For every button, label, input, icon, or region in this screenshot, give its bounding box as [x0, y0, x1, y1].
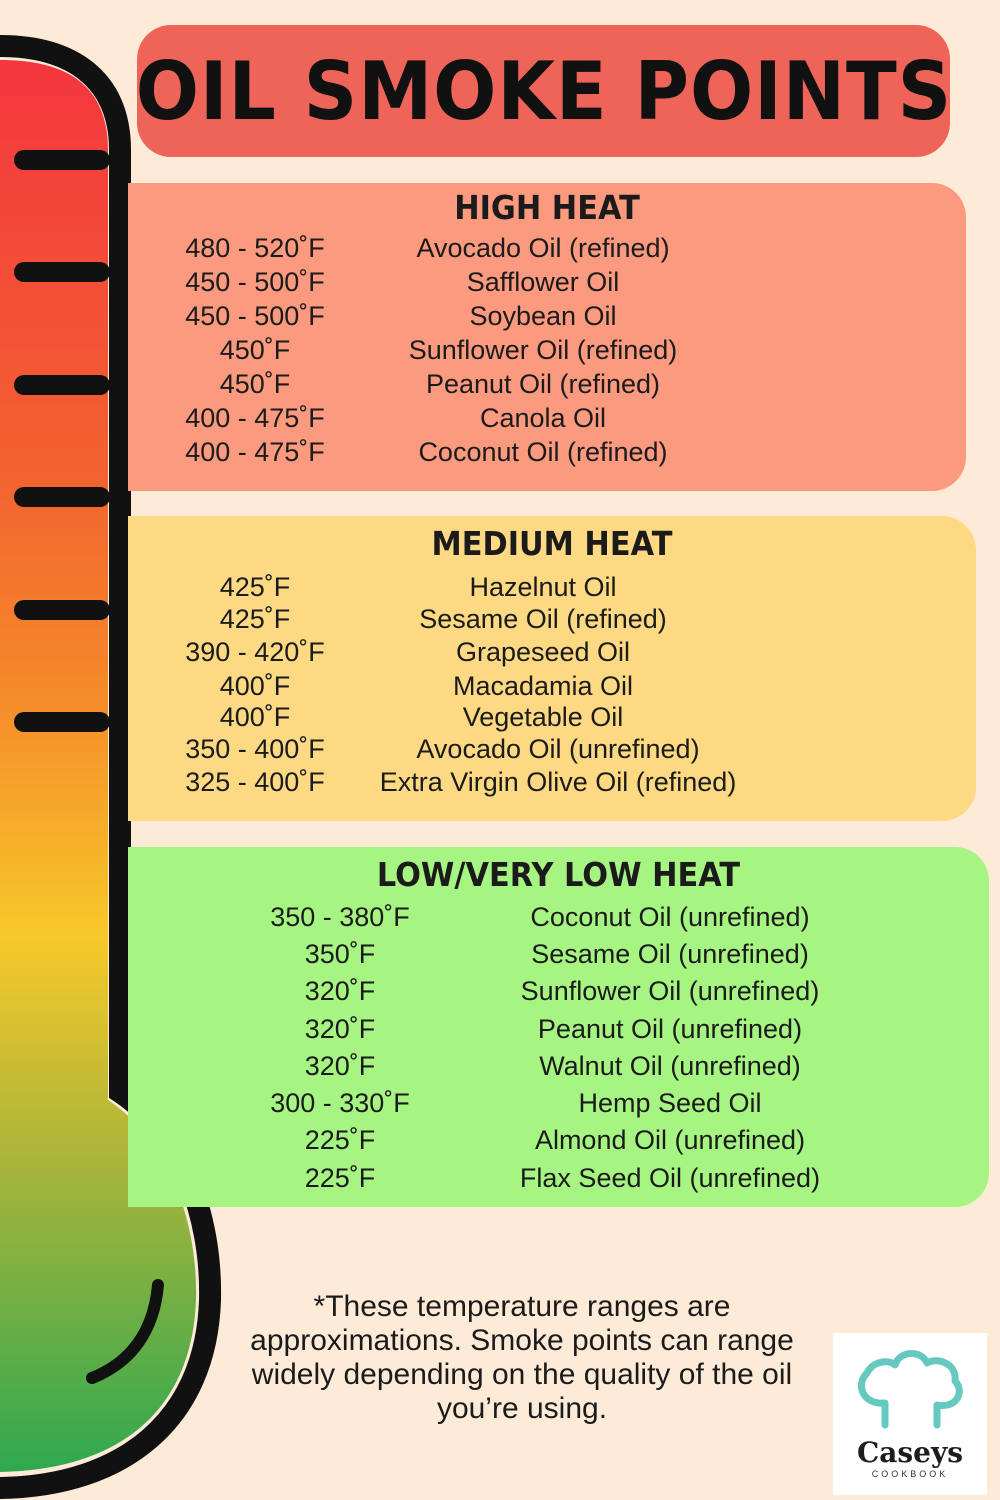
thermometer-ticks [14, 150, 110, 732]
list-item: 400˚F Vegetable Oil [128, 702, 976, 738]
list-item: 350 - 400˚F Avocado Oil (unrefined) [128, 734, 976, 770]
temp-value: 320˚F [304, 1051, 376, 1081]
list-item: 225˚F Almond Oil (unrefined) [128, 1125, 989, 1161]
temp-value: 450 - 500˚F [185, 267, 325, 297]
temp-value: 225˚F [304, 1163, 376, 1193]
temp-value: 225˚F [304, 1125, 376, 1155]
oil-name: Extra Virgin Olive Oil (refined) [379, 767, 737, 797]
oil-name: Vegetable Oil [462, 702, 624, 732]
oil-name: Flax Seed Oil (unrefined) [519, 1163, 821, 1193]
temp-value: 320˚F [304, 976, 376, 1006]
chef-hat-icon [858, 1350, 963, 1429]
temp-value: 350 - 380˚F [270, 902, 410, 932]
oil-name: Safflower Oil [466, 267, 620, 297]
list-item: 450 - 500˚F Soybean Oil [128, 301, 966, 337]
oil-name: Hemp Seed Oil [578, 1088, 762, 1118]
temp-value: 400˚F [219, 671, 291, 701]
section-high-heat: HIGH HEAT 480 - 520˚F Avocado Oil (refine… [128, 183, 966, 491]
logo-subtitle: COOKBOOK [871, 1469, 949, 1479]
title-banner: OIL SMOKE POINTS [135, 25, 952, 157]
oil-name: Soybean Oil [469, 301, 617, 331]
footnote: *These temperature ranges are approximat… [250, 1290, 794, 1425]
oil-name: Sesame Oil (unrefined) [531, 939, 809, 969]
list-item: 350˚F Sesame Oil (unrefined) [128, 939, 989, 975]
thermometer-highlight [86, 1279, 164, 1384]
section-low-heat: LOW/VERY LOW HEAT 350 - 380˚F Coconut Oil… [128, 847, 989, 1207]
temp-value: 320˚F [304, 1014, 376, 1044]
list-item: 325 - 400˚F Extra Virgin Olive Oil (refin… [128, 767, 976, 803]
temp-value: 400˚F [219, 702, 291, 732]
temp-value: 390 - 420˚F [185, 637, 325, 667]
list-item: 320˚F Peanut Oil (unrefined) [128, 1014, 989, 1050]
section-heading: HIGH HEAT [454, 188, 640, 227]
list-item: 225˚F Flax Seed Oil (unrefined) [128, 1163, 989, 1199]
brand-logo: Caseys COOKBOOK [833, 1333, 987, 1495]
oil-name: Grapeseed Oil [455, 637, 631, 667]
list-item: 400 - 475˚F Canola Oil [128, 403, 966, 439]
oil-name: Macadamia Oil [452, 671, 634, 701]
list-item: 425˚F Hazelnut Oil [128, 572, 976, 608]
oil-name: Sesame Oil (refined) [419, 604, 667, 634]
oil-name: Peanut Oil (refined) [425, 369, 661, 399]
temp-value: 450 - 500˚F [185, 301, 325, 331]
oil-name: Canola Oil [479, 403, 607, 433]
section-heading: LOW/VERY LOW HEAT [376, 855, 741, 894]
temp-value: 300 - 330˚F [270, 1088, 410, 1118]
list-item: 450˚F Peanut Oil (refined) [128, 369, 966, 405]
oil-name: Avocado Oil (refined) [416, 233, 670, 263]
temp-value: 350˚F [304, 939, 376, 969]
oil-name: Hazelnut Oil [469, 572, 617, 602]
temp-value: 450˚F [219, 335, 291, 365]
temp-value: 425˚F [219, 604, 291, 634]
temp-value: 480 - 520˚F [185, 233, 325, 263]
oil-name: Almond Oil (unrefined) [534, 1125, 806, 1155]
list-item: 300 - 330˚F Hemp Seed Oil [128, 1088, 989, 1124]
list-item: 390 - 420˚F Grapeseed Oil [128, 637, 976, 673]
list-item: 400˚F Macadamia Oil [128, 671, 976, 707]
oil-name: Coconut Oil (refined) [418, 437, 668, 467]
temp-value: 350 - 400˚F [185, 734, 325, 764]
logo-name: Caseys [856, 1436, 964, 1469]
oil-name: Walnut Oil (unrefined) [539, 1051, 801, 1081]
temp-value: 325 - 400˚F [185, 767, 325, 797]
page-title: OIL SMOKE POINTS [135, 44, 952, 138]
list-item: 480 - 520˚F Avocado Oil (refined) [128, 233, 966, 269]
list-item: 425˚F Sesame Oil (refined) [128, 604, 976, 640]
temp-value: 450˚F [219, 369, 291, 399]
list-item: 320˚F Walnut Oil (unrefined) [128, 1051, 989, 1087]
thermometer-fill [0, 60, 197, 1472]
temp-value: 400 - 475˚F [185, 437, 325, 467]
list-item: 450 - 500˚F Safflower Oil [128, 267, 966, 303]
oil-name: Coconut Oil (unrefined) [530, 902, 810, 932]
temp-value: 400 - 475˚F [185, 403, 325, 433]
list-item: 400 - 475˚F Coconut Oil (refined) [128, 437, 966, 473]
oil-name: Sunflower Oil (unrefined) [520, 976, 820, 1006]
temp-value: 425˚F [219, 572, 291, 602]
oil-name: Sunflower Oil (refined) [408, 335, 678, 365]
oil-name: Peanut Oil (unrefined) [537, 1014, 803, 1044]
list-item: 320˚F Sunflower Oil (unrefined) [128, 976, 989, 1012]
section-heading: MEDIUM HEAT [431, 524, 673, 563]
list-item: 350 - 380˚F Coconut Oil (unrefined) [128, 902, 989, 938]
list-item: 450˚F Sunflower Oil (refined) [128, 335, 966, 371]
oil-name: Avocado Oil (unrefined) [416, 734, 700, 764]
section-medium-heat: MEDIUM HEAT 425˚F Hazelnut Oil 425˚F Sesam… [128, 516, 976, 821]
